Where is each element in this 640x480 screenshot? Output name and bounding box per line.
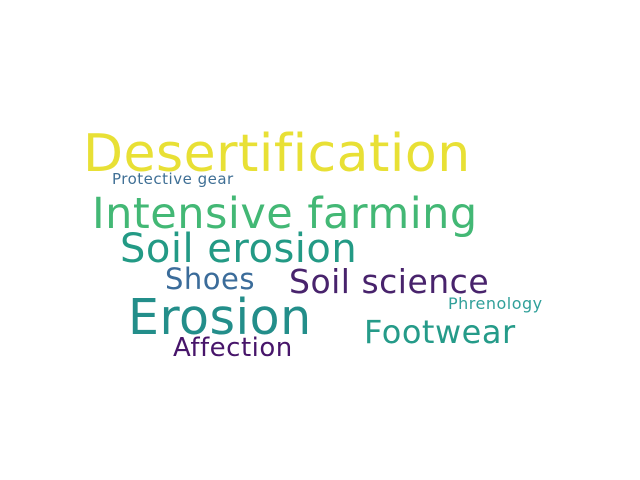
word-affection: Affection: [173, 333, 293, 363]
word-desertification: Desertification: [83, 124, 471, 184]
word-soil-erosion: Soil erosion: [120, 226, 358, 272]
word-erosion: Erosion: [128, 289, 312, 346]
word-soil-science: Soil science: [289, 262, 490, 301]
word-footwear: Footwear: [364, 313, 516, 351]
word-shoes: Shoes: [165, 262, 255, 296]
word-protective-gear: Protective gear: [112, 170, 234, 188]
word-phrenology: Phrenology: [448, 294, 543, 313]
word-intensive-farming: Intensive farming: [92, 189, 478, 239]
